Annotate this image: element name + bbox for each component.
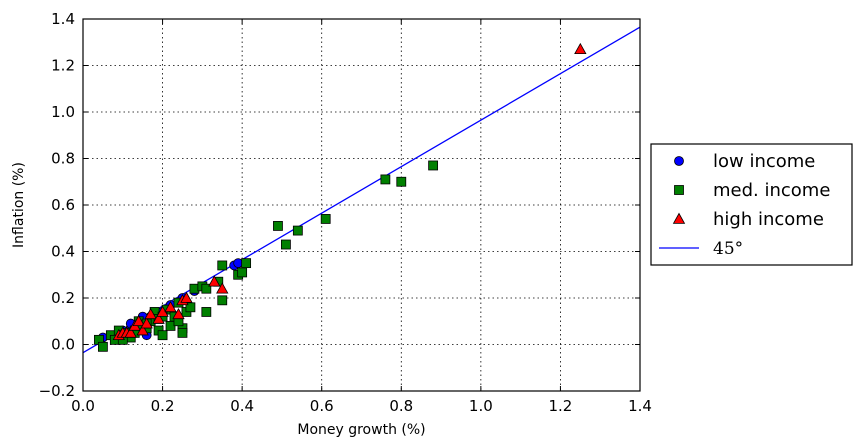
y-tick-label: 1.2: [51, 57, 75, 75]
med-income-point: [273, 221, 283, 231]
high-income-point: [132, 314, 145, 327]
med-income-point: [177, 327, 188, 338]
high-income-point: [140, 317, 153, 329]
legend-med-income-marker: [674, 185, 684, 195]
med-income-point: [241, 258, 252, 269]
high-income-point: [152, 312, 165, 324]
high-income-point: [124, 326, 137, 338]
grid: [83, 19, 640, 391]
high-income-point: [164, 300, 177, 313]
med-income-point: [157, 330, 168, 341]
y-tick-label: 0.6: [51, 196, 75, 214]
y-tick-label: −0.2: [39, 382, 75, 400]
legend-high-income-label: high income: [713, 209, 824, 230]
x-tick-label: 0.4: [230, 397, 254, 415]
med-income-point: [428, 160, 439, 171]
med-income-point: [201, 307, 212, 317]
high-income-point: [172, 307, 185, 320]
y-tick-label: 0.0: [51, 336, 75, 354]
med-income-point: [237, 267, 248, 278]
axis-ticks: 0.0 0.2 0.4 0.6 0.8 1.0 1.2 1.4−0.20.00.20.40.6…: [39, 10, 652, 415]
y-tick-label: 0.2: [51, 289, 75, 307]
legend-box: [650, 143, 853, 266]
y-tick-label: 0.4: [51, 243, 75, 261]
high-income-point: [136, 324, 149, 336]
y-axis-label: Inflation (%): [11, 162, 27, 248]
x-tick-label: 1.4: [628, 397, 652, 415]
med-income-point: [97, 341, 108, 352]
high-income-point: [216, 282, 229, 294]
high-income-point: [208, 275, 221, 287]
med-income-point: [320, 214, 331, 224]
y-tick-label: 0.8: [51, 150, 75, 168]
high-income-point: [144, 307, 157, 320]
x-tick-label: 0.0: [71, 397, 95, 415]
x-tick-label: 1.2: [548, 397, 572, 415]
med-income-point: [217, 295, 228, 306]
med-income-point: [201, 283, 212, 294]
data-points: [94, 42, 587, 352]
legend-med-income-label: med. income: [713, 180, 830, 201]
legend-items: low income med. income high income 45°: [659, 151, 830, 259]
legend-low-income-marker: [674, 156, 684, 166]
high-income-point: [574, 42, 587, 55]
legend-45-label: 45°: [713, 239, 743, 259]
med-income-point: [292, 225, 303, 236]
x-tick-label: 1.0: [469, 397, 493, 415]
med-income-point: [281, 239, 291, 250]
legend-high-income-marker: [672, 212, 686, 224]
x-tick-label: 0.6: [310, 397, 334, 415]
y-tick-label: 1.4: [51, 10, 75, 28]
legend: low income med. income high income 45°: [650, 143, 853, 266]
y-tick-label: 1.0: [51, 103, 75, 121]
x-tick-label: 0.2: [151, 397, 175, 415]
med-income-point: [217, 260, 228, 271]
med-income-point: [380, 174, 391, 185]
x-tick-label: 0.8: [389, 397, 413, 415]
high-income-point: [180, 291, 193, 303]
x-axis-label: Money growth (%): [297, 422, 425, 438]
legend-low-income-label: low income: [713, 151, 815, 172]
med-income-point: [396, 176, 407, 187]
